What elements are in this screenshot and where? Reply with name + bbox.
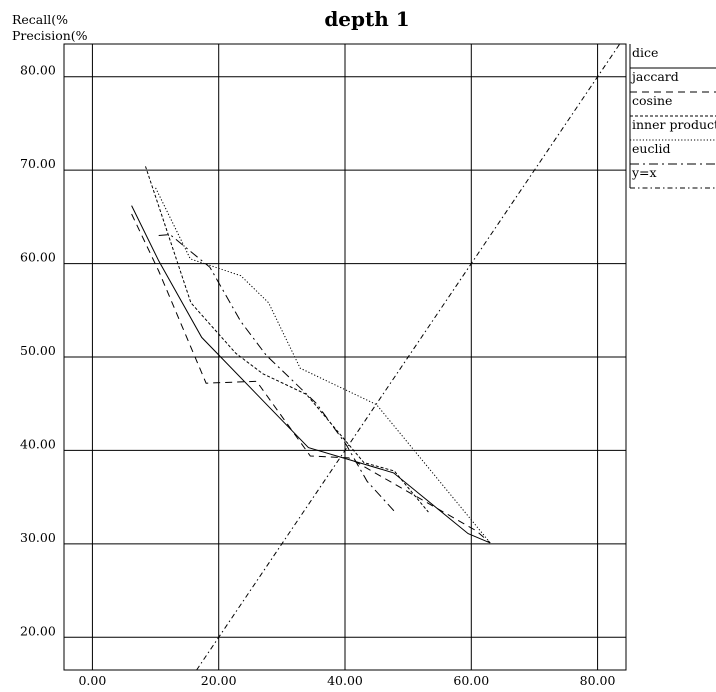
legend-label-y-x: y=x	[631, 165, 657, 180]
legend: dice jaccard cosine inner product euclid y=x	[629, 44, 716, 189]
x-tick-label: 80.00	[580, 673, 616, 688]
legend-label-cosine: cosine	[632, 93, 672, 108]
y-axis-label-precision: Precision(%	[12, 28, 88, 43]
y-tick-label: 50.00	[20, 343, 56, 358]
x-tick-labels: 0.00 20.00 40.00 60.00 80.00	[78, 673, 615, 688]
series-line-inner-product	[155, 187, 491, 544]
legend-label-inner-product: inner product	[632, 117, 716, 132]
series-line-jaccard	[131, 213, 491, 544]
grid	[64, 44, 626, 670]
chart-title: depth 1	[324, 7, 409, 31]
y-tick-label: 40.00	[20, 436, 56, 451]
x-tick-label: 0.00	[78, 673, 106, 688]
legend-label-dice: dice	[632, 45, 658, 60]
series-line-y-x	[196, 43, 621, 671]
series-lines	[131, 43, 621, 671]
series-line-euclid	[158, 234, 395, 512]
y-tick-label: 80.00	[20, 63, 56, 78]
y-tick-label: 30.00	[20, 530, 56, 545]
y-tick-label: 20.00	[20, 623, 56, 638]
x-tick-label: 60.00	[453, 673, 489, 688]
legend-label-jaccard: jaccard	[630, 69, 679, 84]
y-tick-labels: 20.00 30.00 40.00 50.00 60.00 70.00 80.00	[20, 63, 56, 639]
x-tick-label: 40.00	[327, 673, 363, 688]
x-tick-label: 20.00	[201, 673, 237, 688]
series-line-cosine	[145, 166, 429, 513]
series-line-dice	[131, 205, 491, 544]
y-axis-label-recall: Recall(%	[12, 12, 68, 27]
y-tick-label: 60.00	[20, 250, 56, 265]
plot-frame	[63, 43, 627, 671]
legend-label-euclid: euclid	[632, 141, 670, 156]
y-tick-label: 70.00	[20, 156, 56, 171]
